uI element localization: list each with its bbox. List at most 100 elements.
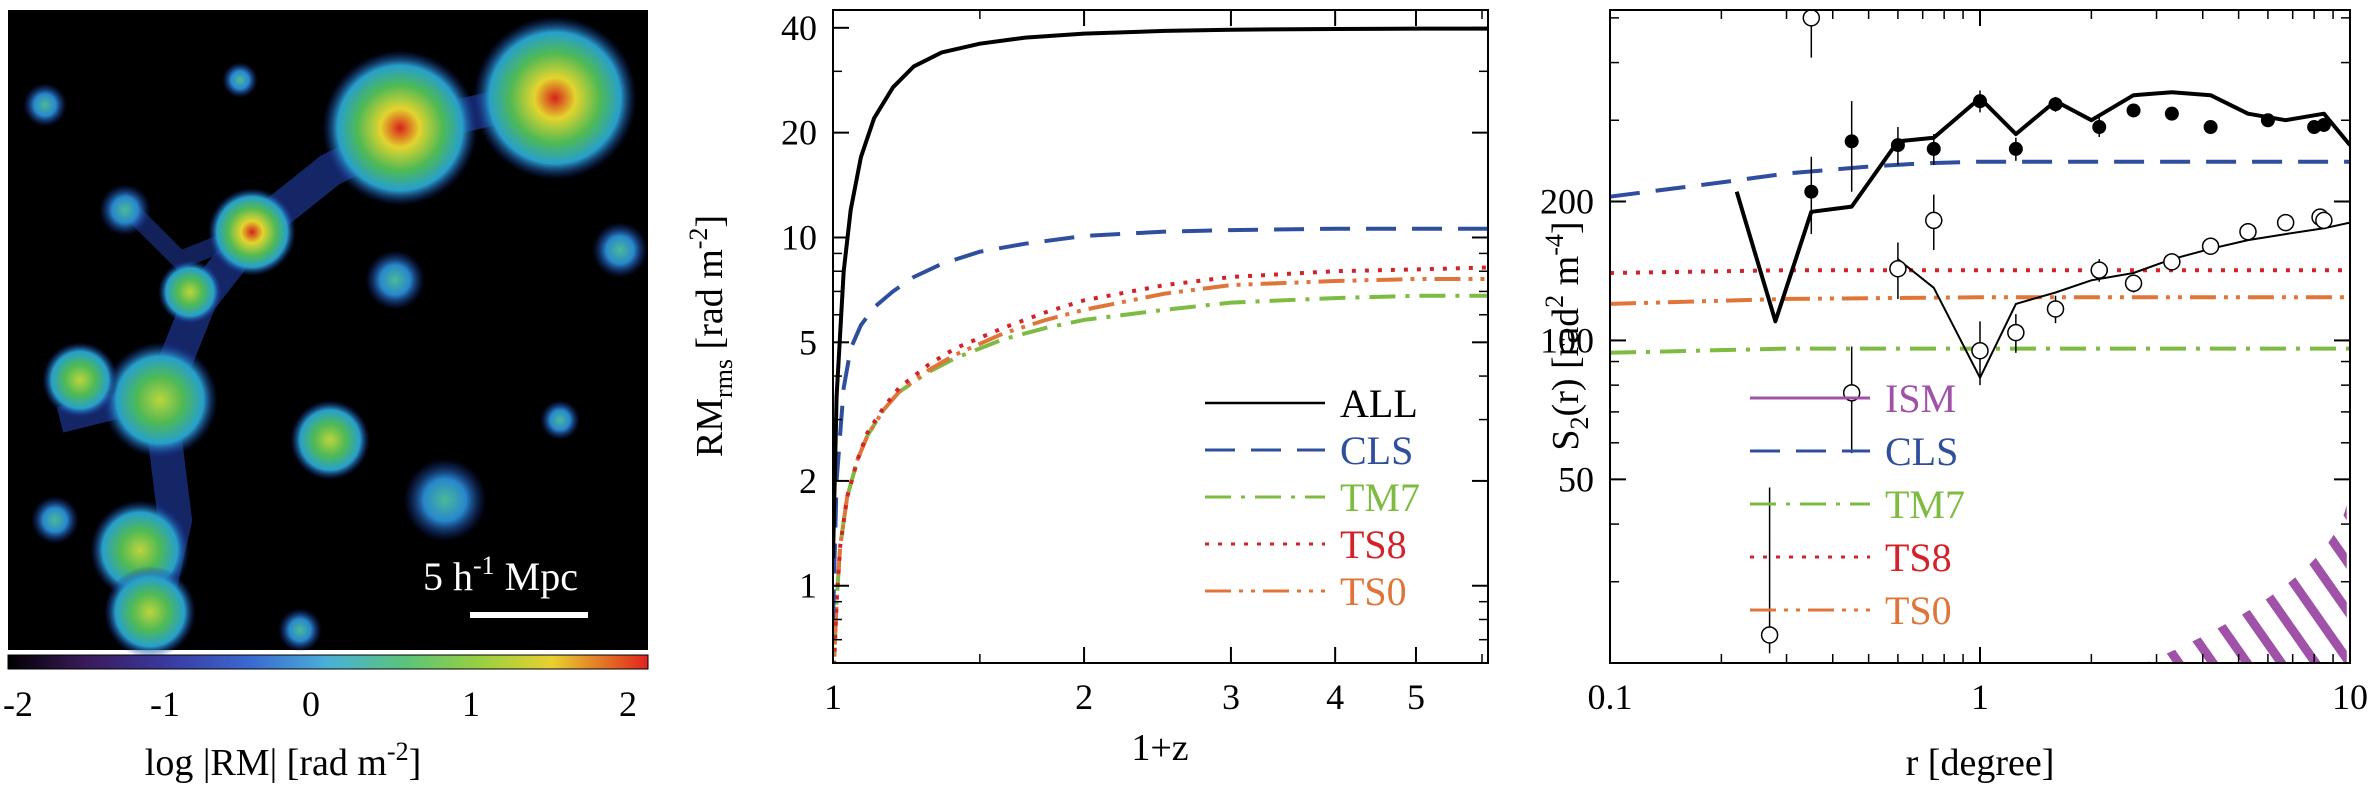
series-line-cls: [833, 226, 1488, 620]
open-data-point: [2007, 323, 2025, 342]
open-data-point: [2201, 237, 2220, 255]
colorbar-tick: -2: [3, 684, 33, 724]
filled-data-point: [2092, 120, 2107, 135]
filled-data-point: [1804, 184, 1819, 199]
filled-data-point: [1973, 94, 1987, 109]
scale-bar-label: 5 h-1 Mpc: [423, 551, 578, 599]
open-data-point: [2124, 274, 2143, 293]
filled-data-point: [2048, 97, 2063, 112]
legend-label-ts8: TS8: [1340, 522, 1407, 567]
open-data-point: [1971, 341, 1989, 360]
legend-label-ts0: TS0: [1340, 569, 1407, 614]
legend-label-all: ALL: [1340, 381, 1418, 426]
rm-cluster: [278, 608, 322, 652]
colorbar-tick: 1: [462, 684, 480, 724]
y-tick-label: 50: [1558, 459, 1594, 499]
rm-cluster: [104, 566, 196, 658]
rm-cluster: [42, 342, 118, 418]
series-line-ts8: [833, 265, 1488, 663]
colorbar-ticks: -2 -1 0 1 2: [3, 684, 637, 724]
x-tick-label: 0.1: [1588, 677, 1633, 717]
legend-label-cls: CLS: [1340, 428, 1413, 473]
colorbar-label: log |RM| [rad m-2]: [145, 737, 421, 784]
rm-cluster: [365, 250, 425, 310]
structure-function-chart: 0.1 1 10 50 100 200 ISM CLS TM7 TS8 TS0 r [degree…: [1540, 9, 2368, 784]
filled-data-point: [1844, 134, 1859, 149]
y-tick-label: 200: [1540, 182, 1594, 222]
x-tick-label: 2: [1075, 677, 1093, 717]
open-data-point: [1802, 10, 1821, 27]
rm-cluster: [473, 16, 637, 180]
rm-cluster: [31, 496, 79, 544]
y-tick-label: 100: [1540, 320, 1594, 360]
series-line-cls: [1610, 159, 2350, 199]
mid-xlabel: 1+z: [1131, 727, 1188, 769]
series-line-ts0: [833, 277, 1488, 663]
rm-cluster: [592, 222, 648, 278]
x-tick-label: 10: [2332, 677, 2368, 717]
y-tick-label: 20: [781, 113, 817, 153]
y-tick-label: 5: [799, 322, 817, 362]
legend-label-cls: CLS: [1885, 429, 1958, 474]
filled-data-point: [2126, 103, 2141, 118]
x-tick-label: 5: [1407, 677, 1425, 717]
open-data-point: [2276, 213, 2295, 232]
filled-data-point: [2008, 141, 2023, 156]
series-line-all: [833, 26, 1488, 559]
colorbar: [7, 654, 649, 670]
series-line-ts8: [1610, 268, 2350, 275]
rm-cluster: [322, 50, 478, 206]
right-xlabel: r [degree]: [1906, 742, 2055, 784]
open-data-point: [1925, 211, 1943, 230]
rm-cluster: [99, 184, 151, 236]
legend-label-ts8: TS8: [1885, 535, 1952, 580]
legend-label-tm7: TM7: [1885, 482, 1965, 527]
colorbar-tick: 0: [302, 684, 320, 724]
legend-label-tm7: TM7: [1340, 475, 1420, 520]
right-ylabel: S2(r) [rad2 m-4]: [1540, 221, 1594, 450]
rm-cluster: [222, 62, 258, 98]
y-tick-label: 2: [799, 461, 817, 501]
rm-map-panel: 5 h-1 Mpc -2 -1 0 1 2 log |RM| [rad m-2]: [3, 10, 649, 784]
open-data-point: [1760, 626, 1779, 644]
mid-axes: 1 2 3 4 5 1 2 5 10 20 40: [781, 8, 1489, 717]
rm-cluster: [23, 83, 67, 127]
scale-bar: [470, 612, 588, 618]
y-tick-label: 1: [799, 566, 817, 606]
series-line-ts0: [1610, 295, 2350, 306]
filled-data-point: [2316, 117, 2331, 132]
rm-cluster: [158, 260, 222, 324]
filled-data-point: [2164, 106, 2179, 121]
plot-frame: [832, 9, 1489, 664]
right-axes: 0.1 1 10 50 100 200: [1540, 9, 2368, 717]
mid-series-layer: [833, 26, 1488, 663]
legend-label-ts0: TS0: [1885, 588, 1952, 633]
series-line-all-thick: [1734, 90, 2350, 324]
right-series-layer: [1610, 10, 2350, 663]
rm-map-structures: [23, 16, 648, 658]
series-line-all-thin: [1897, 221, 2350, 379]
open-data-point: [2239, 222, 2257, 241]
filled-data-point: [2260, 113, 2275, 128]
open-data-point: [1889, 259, 1907, 278]
x-tick-label: 4: [1326, 677, 1344, 717]
x-tick-label: 1: [1971, 677, 1989, 717]
colorbar-tick: -1: [150, 684, 180, 724]
rm-cluster: [403, 458, 487, 542]
mid-ylabel: RMrms [rad m-2]: [684, 215, 738, 457]
filled-data-point: [1890, 138, 1905, 153]
x-tick-label: 3: [1222, 677, 1240, 717]
legend-label-ism: ISM: [1885, 376, 1956, 421]
filled-data-point: [2203, 120, 2218, 135]
rm-cluster: [102, 342, 218, 458]
rm-cluster: [208, 188, 296, 276]
open-data-point: [2315, 211, 2333, 230]
rm-cluster: [290, 400, 370, 480]
open-data-point: [2090, 261, 2108, 279]
open-data-point: [2163, 253, 2181, 271]
right-legend: ISM CLS TM7 TS8 TS0: [1750, 376, 1965, 633]
rm-cluster: [540, 400, 580, 440]
ism-hatched-region: [2145, 504, 2347, 663]
